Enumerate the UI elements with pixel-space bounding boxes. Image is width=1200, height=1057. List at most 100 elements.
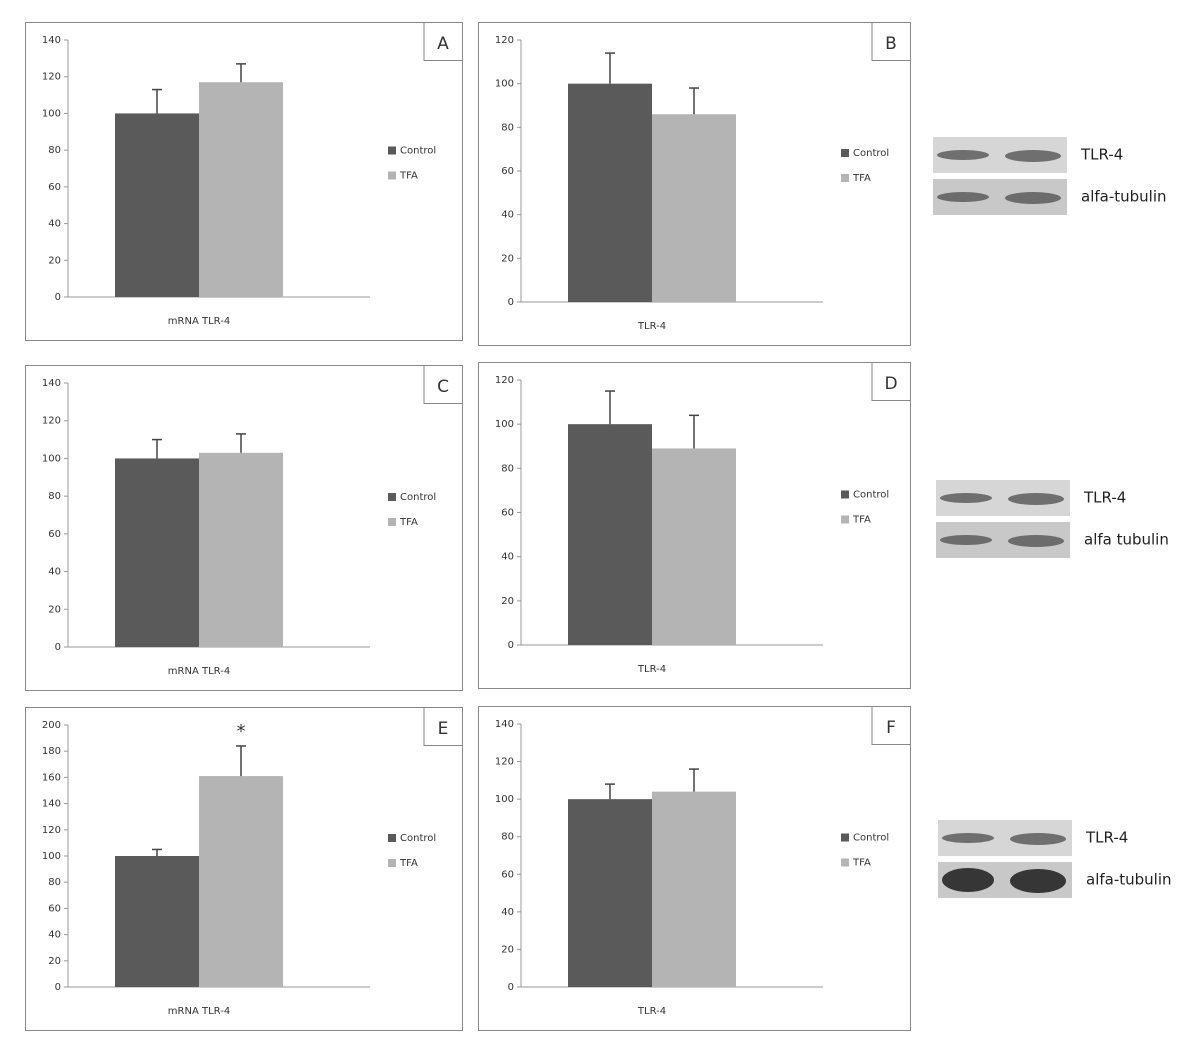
- error-bar: [605, 390, 615, 425]
- y-tick-label: 100: [495, 79, 514, 90]
- error-bar: [152, 88, 162, 114]
- legend-label: TFA: [399, 171, 418, 182]
- blot-label: TLR-4: [1085, 829, 1128, 847]
- error-bar: [152, 438, 162, 459]
- legend-label: Control: [400, 492, 436, 503]
- blot-label: alfa-tubulin: [1081, 188, 1167, 206]
- x-tick-label: TLR-4: [637, 321, 666, 332]
- x-tick-label: mRNA TLR-4: [168, 316, 230, 327]
- y-tick-label: 120: [42, 72, 61, 83]
- blot-label: TLR-4: [1083, 489, 1126, 507]
- y-tick-label: 120: [495, 35, 514, 46]
- y-tick-label: 80: [48, 877, 61, 888]
- blot-band: [940, 535, 992, 545]
- y-tick-label: 20: [501, 944, 514, 955]
- x-tick-label: TLR-4: [637, 1006, 666, 1017]
- y-tick-label: 100: [42, 108, 61, 119]
- y-tick-label: 40: [501, 907, 514, 918]
- blot-band: [937, 150, 989, 160]
- y-tick-label: 140: [42, 35, 61, 46]
- error-bar: [689, 768, 699, 792]
- legend-swatch: [388, 834, 396, 842]
- blot-band: [1005, 150, 1061, 162]
- chart-panel: A 0 20 40 60 80 100 120 140 mRNA TLR-4 Control TFA: [25, 22, 463, 341]
- y-tick-label: 80: [501, 832, 514, 843]
- chart-panel: F 0 20 40 60 80 100 120 140 TLR-4 Control TFA: [478, 706, 911, 1031]
- bar: [115, 113, 199, 297]
- error-bar: [236, 433, 246, 453]
- panel-label: B: [885, 34, 897, 54]
- legend-label: TFA: [852, 858, 871, 869]
- bar: [199, 82, 283, 297]
- y-tick-label: 180: [42, 746, 61, 757]
- bar: [568, 424, 652, 645]
- y-tick-label: 40: [48, 567, 61, 578]
- y-tick-label: 60: [48, 529, 61, 540]
- x-tick-label: TLR-4: [637, 664, 666, 675]
- y-tick-label: 80: [48, 145, 61, 156]
- legend-swatch: [841, 174, 849, 182]
- x-tick-label: mRNA TLR-4: [168, 1006, 230, 1017]
- blot-label: alfa tubulin: [1084, 531, 1169, 549]
- legend-swatch: [388, 146, 396, 155]
- y-tick-label: 20: [501, 596, 514, 607]
- y-tick-label: 20: [48, 604, 61, 615]
- blot-band: [1010, 869, 1066, 893]
- bar: [652, 791, 736, 987]
- western-blot: TLR-4 alfa-tubulin: [933, 137, 1167, 215]
- y-tick-label: 40: [48, 930, 61, 941]
- western-blot: TLR-4 alfa tubulin: [936, 480, 1169, 558]
- y-tick-label: 120: [42, 825, 61, 836]
- error-bar: [689, 87, 699, 115]
- bar: [652, 114, 736, 302]
- panel-label-box: [871, 22, 911, 61]
- blot-label: TLR-4: [1080, 146, 1123, 164]
- y-tick-label: 0: [55, 642, 61, 653]
- blot-band: [1005, 192, 1061, 204]
- y-tick-label: 0: [55, 292, 61, 303]
- legend-swatch: [841, 490, 849, 499]
- panel-label: D: [884, 374, 897, 394]
- y-tick-label: 200: [42, 720, 61, 731]
- chart-panel: D 0 20 40 60 80 100 120 TLR-4 Control TFA: [478, 362, 911, 689]
- y-tick-label: 60: [501, 869, 514, 880]
- legend-swatch: [388, 171, 396, 180]
- y-tick-label: 120: [42, 416, 61, 427]
- y-tick-label: 0: [508, 640, 514, 651]
- y-tick-label: 140: [42, 378, 61, 389]
- panel-label-box: [423, 22, 463, 61]
- blot-label: alfa-tubulin: [1086, 871, 1172, 889]
- error-bar: [236, 63, 246, 83]
- y-tick-label: 40: [501, 210, 514, 221]
- error-bar: [689, 414, 699, 449]
- legend-label: TFA: [399, 517, 418, 528]
- legend-swatch: [841, 149, 849, 157]
- bar: [115, 856, 199, 987]
- y-tick-label: 120: [495, 375, 514, 386]
- blot-band: [942, 868, 994, 892]
- panel-label-box: [871, 362, 911, 401]
- y-tick-label: 80: [501, 122, 514, 133]
- y-tick-label: 100: [42, 851, 61, 862]
- panel-label-box: [871, 706, 911, 745]
- y-tick-label: 40: [48, 219, 61, 230]
- blot-band: [942, 833, 994, 843]
- legend-label: Control: [853, 833, 889, 844]
- bar: [652, 448, 736, 645]
- bar: [568, 799, 652, 987]
- error-bar: [605, 52, 615, 84]
- bar: [568, 83, 652, 302]
- bar: [199, 452, 283, 647]
- legend-label: Control: [853, 148, 889, 159]
- legend-label: TFA: [852, 515, 871, 526]
- panel-label: A: [437, 34, 449, 54]
- y-tick-label: 140: [42, 799, 61, 810]
- blot-band: [940, 493, 992, 503]
- y-tick-label: 20: [48, 956, 61, 967]
- western-blot: TLR-4 alfa-tubulin: [938, 820, 1172, 898]
- panel-label-box: [423, 365, 463, 404]
- legend-swatch: [841, 858, 849, 867]
- y-tick-label: 100: [42, 453, 61, 464]
- y-tick-label: 80: [501, 463, 514, 474]
